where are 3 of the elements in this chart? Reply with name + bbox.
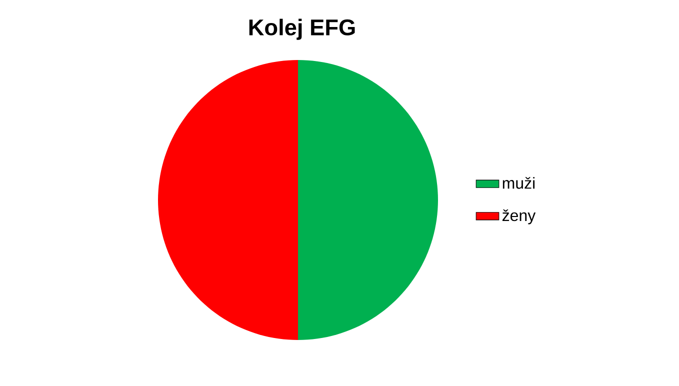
legend-label: muži [502,177,535,189]
legend-label: ženy [502,209,536,224]
chart-title: Kolej EFG [249,18,355,40]
